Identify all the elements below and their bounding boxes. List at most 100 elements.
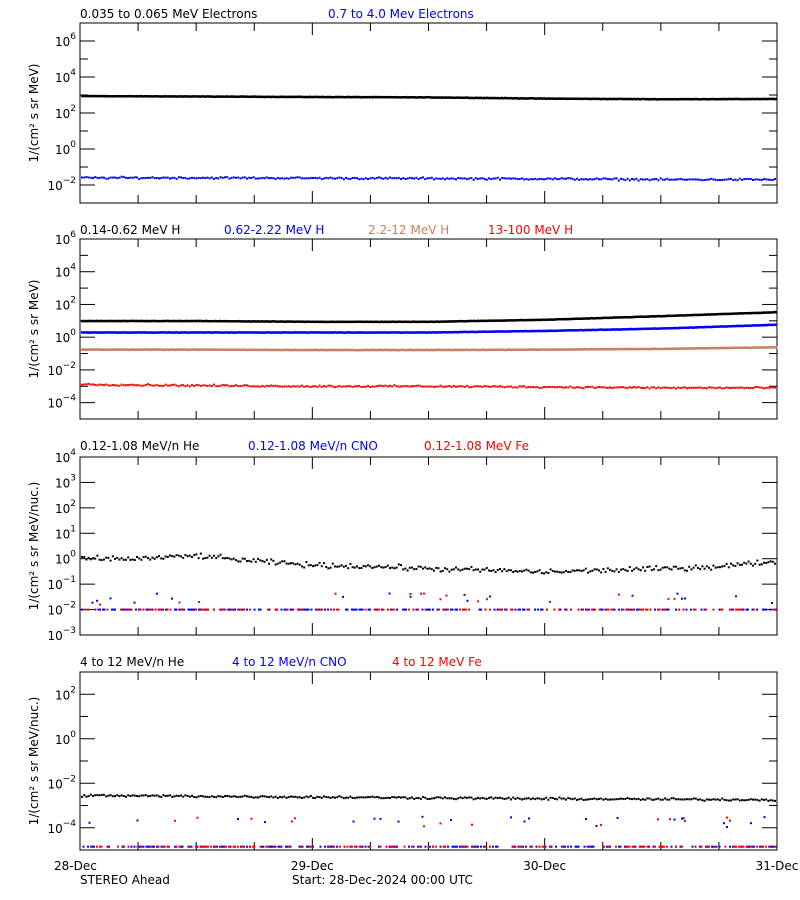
data-point: [166, 95, 169, 98]
data-point: [469, 330, 472, 334]
data-point: [267, 95, 269, 99]
data-point: [331, 562, 334, 565]
data-point: [705, 178, 708, 181]
data-point: [723, 312, 725, 316]
data-point: [630, 608, 632, 611]
data-point: [325, 320, 328, 324]
data-point: [282, 348, 284, 352]
data-point: [306, 608, 308, 611]
data-point: [617, 386, 620, 389]
data-point: [127, 845, 130, 848]
data-point: [591, 797, 594, 800]
data-point: [300, 95, 302, 98]
data-point: [111, 608, 113, 611]
plot-frame: [79, 671, 778, 851]
data-point: [514, 348, 517, 352]
data-point: [247, 348, 250, 351]
y-tick-base: 10: [47, 604, 62, 618]
data-point: [576, 317, 578, 320]
data-point: [715, 325, 718, 328]
data-point: [252, 385, 255, 388]
data-point: [618, 97, 620, 101]
data-point: [241, 176, 244, 179]
data-point: [81, 331, 83, 334]
data-point: [750, 311, 752, 315]
data-point: [404, 567, 407, 570]
data-point: [538, 329, 541, 333]
y-tick-label: 102: [55, 499, 76, 516]
data-point: [155, 794, 158, 797]
data-point: [261, 176, 264, 179]
data-point: [765, 386, 768, 389]
data-point: [721, 608, 724, 611]
data-point: [271, 320, 274, 323]
data-point: [578, 386, 581, 389]
data-point: [635, 177, 638, 180]
data-point: [195, 348, 197, 351]
data-point: [541, 608, 544, 611]
data-point: [295, 348, 298, 352]
data-point: [306, 331, 308, 334]
data-point: [205, 348, 208, 351]
data-point: [81, 176, 83, 179]
data-point: [144, 95, 146, 98]
data-point: [157, 845, 160, 848]
data-point: [138, 178, 141, 181]
data-point: [747, 346, 749, 350]
data-point: [602, 798, 605, 801]
data-point: [438, 320, 440, 324]
data-point: [637, 179, 640, 182]
data-point: [274, 320, 277, 323]
data-point: [279, 796, 281, 798]
data-point: [138, 95, 140, 98]
data-point: [358, 608, 361, 611]
series-1: [81, 793, 776, 802]
data-point: [307, 95, 310, 99]
data-point: [248, 385, 251, 388]
data-point: [564, 608, 566, 611]
y-tick-exponent: 2: [70, 104, 76, 114]
data-point: [580, 97, 583, 101]
data-point: [459, 96, 461, 99]
data-point: [738, 97, 740, 101]
data-point: [81, 555, 83, 558]
data-point: [271, 845, 274, 848]
data-point: [231, 608, 233, 611]
series-2: [81, 323, 778, 334]
data-point: [424, 348, 427, 352]
data-point: [340, 331, 343, 334]
data-point: [168, 319, 170, 323]
data-point: [501, 96, 503, 100]
data-point: [673, 597, 676, 600]
data-point: [598, 316, 601, 320]
data-point: [357, 320, 359, 323]
data-point: [415, 797, 418, 800]
data-point: [339, 331, 341, 334]
data-point: [520, 97, 523, 100]
data-point: [305, 795, 308, 798]
data-point: [565, 97, 568, 101]
data-point: [367, 608, 370, 611]
data-point: [120, 348, 122, 351]
data-point: [502, 330, 505, 333]
data-point: [565, 569, 567, 572]
data-point: [406, 385, 409, 388]
data-point: [276, 176, 279, 179]
data-point: [127, 331, 130, 334]
data-point: [298, 563, 301, 566]
data-point: [486, 319, 488, 323]
data-point: [527, 569, 530, 572]
data-point: [320, 178, 323, 181]
data-point: [714, 313, 716, 316]
data-point: [681, 567, 684, 569]
data-point: [249, 608, 251, 611]
data-point: [628, 316, 631, 319]
data-point: [640, 608, 643, 611]
data-point: [716, 386, 719, 389]
data-point: [670, 845, 673, 848]
data-point: [342, 331, 344, 334]
data-point: [213, 331, 215, 334]
data-point: [235, 176, 237, 179]
data-point: [447, 845, 449, 848]
data-point: [354, 608, 356, 611]
